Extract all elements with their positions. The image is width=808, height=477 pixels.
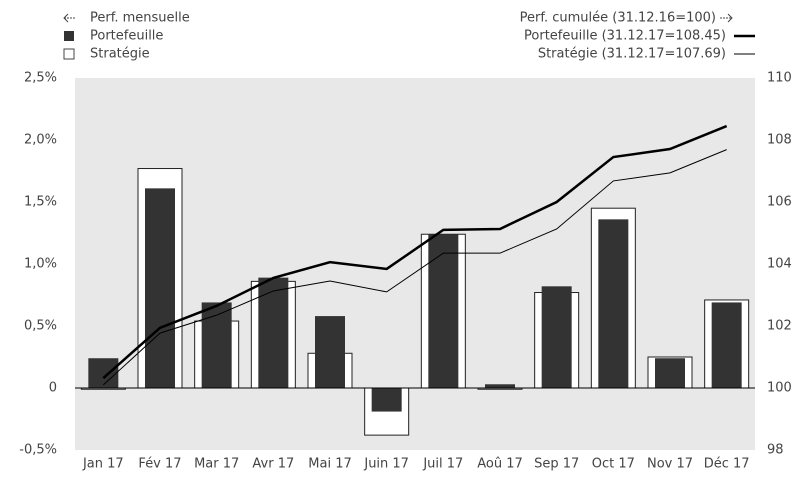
y2-tick-label: 104 [767,257,792,272]
x-tick-label: Mai 17 [308,457,351,472]
y2-tick-label: 100 [767,381,792,396]
bar [371,388,402,412]
bar [541,286,572,388]
y-tick-label: 1,5% [24,195,57,210]
bar [258,277,289,388]
legend-label: Portefeuille [90,29,163,44]
bar [315,316,345,388]
legend-label: Stratégie [90,47,150,62]
y2-tick-label: 102 [767,319,792,334]
x-tick-label: Aoû 17 [477,457,523,472]
y-tick-label: 0,5% [24,319,57,334]
x-tick-label: Oct 17 [592,457,635,472]
arrow-left [63,13,76,23]
y-tick-label: 2,5% [24,71,57,86]
x-tick-label: Fév 17 [138,457,181,472]
y-tick-label: -0,5% [19,443,57,458]
x-tick-label: Déc 17 [704,457,750,472]
bar [145,188,175,388]
line [102,149,727,386]
bar [88,358,119,388]
legend-label: Stratégie (31.12.17=107.69) [538,47,726,62]
y2-tick-label: 108 [767,133,792,148]
bar [485,384,515,388]
legend-swatch [64,31,74,41]
y-tick-label: 0 [49,381,57,396]
x-tick-label: Jan 17 [82,457,124,472]
bar [201,302,232,388]
x-tick-label: Juil 17 [422,457,463,472]
legend-left-title: Perf. mensuelle [90,11,190,26]
x-tick-label: Mar 17 [194,457,239,472]
bar [428,234,459,388]
x-tick-label: Sep 17 [534,457,579,472]
y2-tick-label: 110 [767,71,792,86]
legend-right-title: Perf. cumulée (31.12.16=100) [520,11,716,26]
x-tick-label: Nov 17 [647,457,693,472]
y-tick-label: 2,0% [24,133,57,148]
y2-tick-label: 106 [767,195,792,210]
legend-swatch [63,48,75,60]
x-tick-label: Avr 17 [252,457,294,472]
bar [711,302,742,388]
arrow-right [720,13,733,23]
line [102,124,728,380]
legend-label: Portefeuille (31.12.17=108.45) [524,29,726,44]
bar [655,358,685,388]
bar [598,219,629,388]
y-tick-label: 1,0% [24,257,57,272]
x-tick-label: Juin 17 [363,457,409,472]
y2-tick-label: 98 [767,443,784,458]
